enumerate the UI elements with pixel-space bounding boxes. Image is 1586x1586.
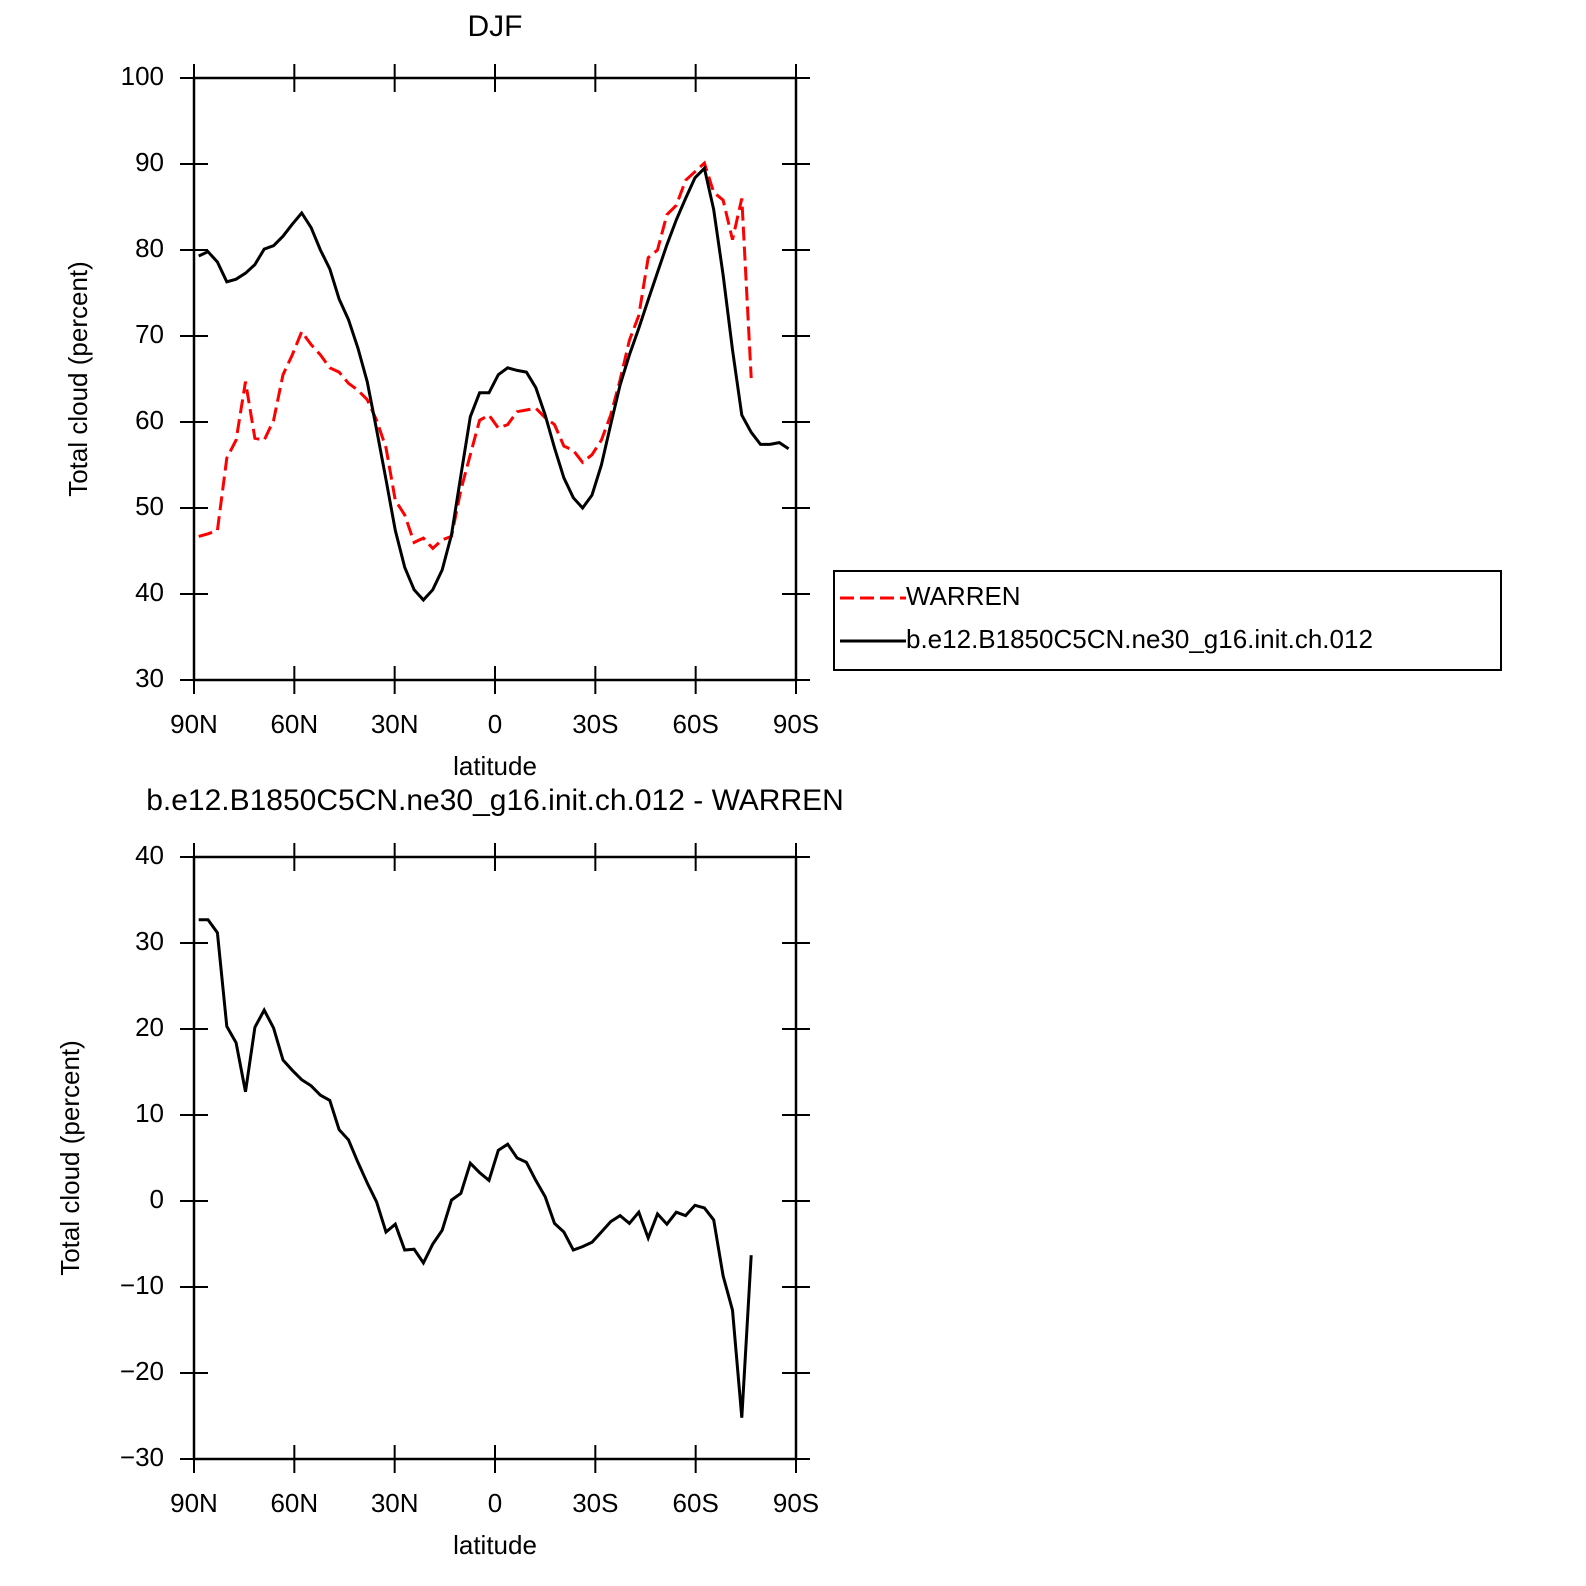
series-line [198, 918, 753, 1418]
legend-label: WARREN [906, 581, 1021, 611]
x-tick-label: 90S [773, 1488, 819, 1518]
y-axis-label: Total cloud (percent) [55, 1040, 85, 1276]
y-tick-label: 20 [135, 1012, 164, 1042]
y-tick-label: 40 [135, 577, 164, 607]
y-tick-label: 0 [150, 1184, 164, 1214]
series-line [198, 165, 790, 603]
y-tick-label: 30 [135, 663, 164, 693]
chart-title: DJF [468, 10, 523, 43]
y-tick-label: 30 [135, 926, 164, 956]
y-tick-label: −10 [120, 1270, 164, 1300]
x-tick-label: 90N [170, 1488, 218, 1518]
chart-title: b.e12.B1850C5CN.ne30_g16.init.ch.012 - W… [146, 784, 844, 817]
x-tick-label: 30S [572, 1488, 618, 1518]
x-tick-label: 30N [371, 709, 419, 739]
y-tick-label: −20 [120, 1356, 164, 1386]
y-tick-label: 60 [135, 405, 164, 435]
legend-label: b.e12.B1850C5CN.ne30_g16.init.ch.012 [906, 624, 1373, 654]
x-tick-label: 60N [270, 1488, 318, 1518]
x-axis-label: latitude [453, 1530, 537, 1560]
x-tick-label: 60N [270, 709, 318, 739]
y-tick-label: 100 [121, 61, 164, 91]
legend-box [833, 570, 1502, 671]
y-tick-label: −30 [120, 1442, 164, 1472]
x-tick-label: 30N [371, 1488, 419, 1518]
x-tick-label: 60S [673, 709, 719, 739]
y-tick-label: 90 [135, 147, 164, 177]
x-tick-label: 90S [773, 709, 819, 739]
y-tick-label: 70 [135, 319, 164, 349]
series-line [198, 160, 753, 551]
y-tick-label: 10 [135, 1098, 164, 1128]
y-tick-label: 80 [135, 233, 164, 263]
y-axis-label: Total cloud (percent) [63, 261, 93, 497]
x-tick-label: 0 [488, 709, 502, 739]
y-tick-label: 50 [135, 491, 164, 521]
x-axis-label: latitude [453, 751, 537, 781]
x-tick-label: 0 [488, 1488, 502, 1518]
x-tick-label: 60S [673, 1488, 719, 1518]
y-tick-label: 40 [135, 840, 164, 870]
x-tick-label: 90N [170, 709, 218, 739]
x-tick-label: 30S [572, 709, 618, 739]
